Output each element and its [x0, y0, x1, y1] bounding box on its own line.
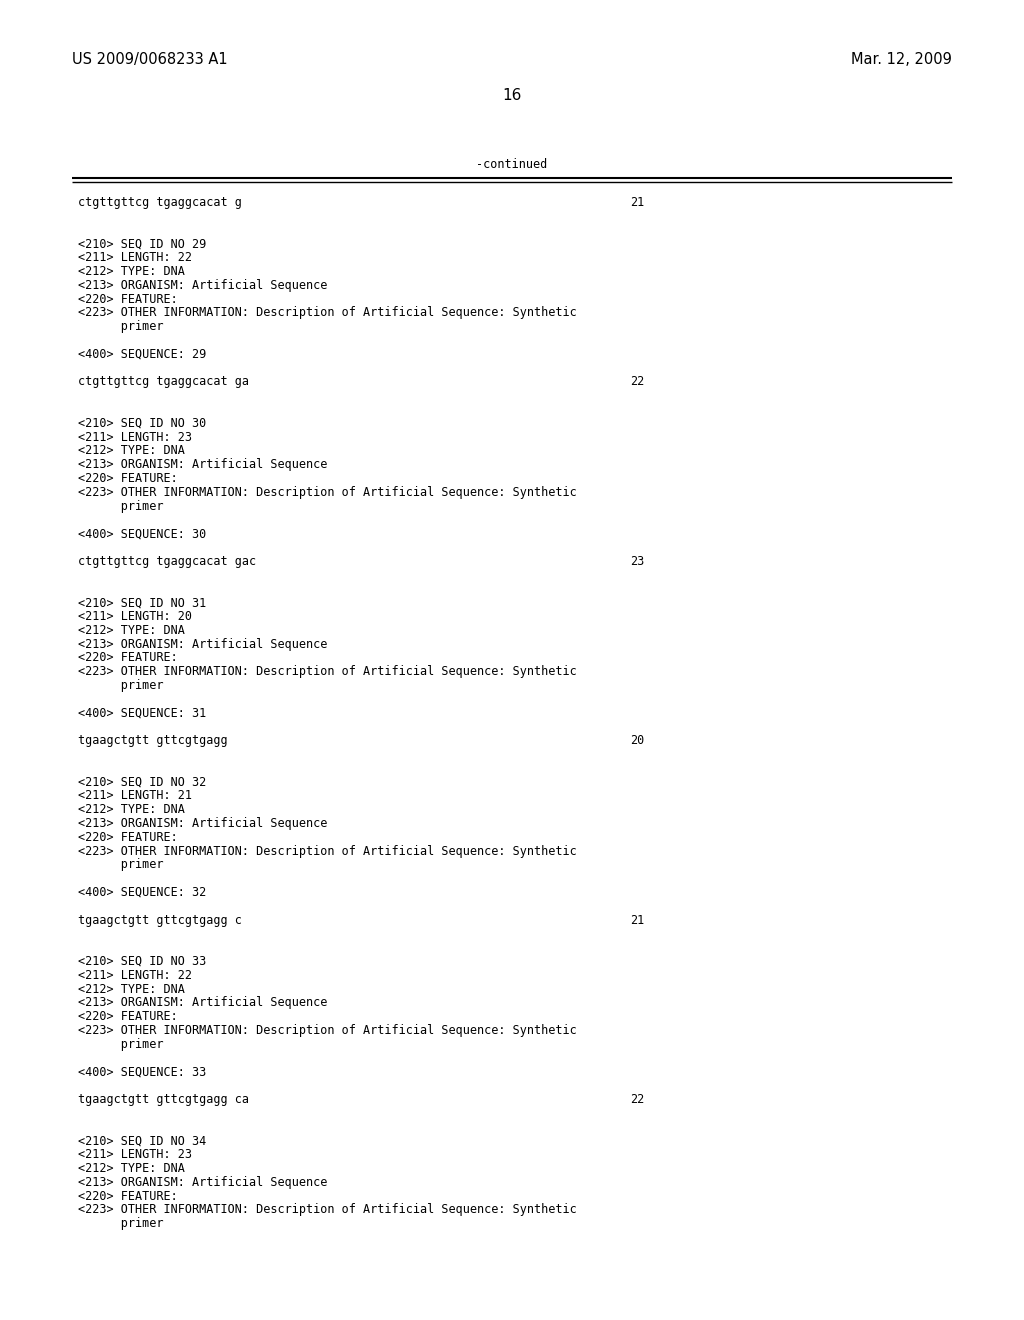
Text: <212> TYPE: DNA: <212> TYPE: DNA	[78, 803, 185, 816]
Text: <400> SEQUENCE: 30: <400> SEQUENCE: 30	[78, 527, 206, 540]
Text: Mar. 12, 2009: Mar. 12, 2009	[851, 51, 952, 67]
Text: <210> SEQ ID NO 32: <210> SEQ ID NO 32	[78, 776, 206, 788]
Text: <213> ORGANISM: Artificial Sequence: <213> ORGANISM: Artificial Sequence	[78, 279, 328, 292]
Text: ctgttgttcg tgaggcacat g: ctgttgttcg tgaggcacat g	[78, 195, 242, 209]
Text: <211> LENGTH: 23: <211> LENGTH: 23	[78, 1148, 193, 1162]
Text: 21: 21	[630, 195, 644, 209]
Text: <223> OTHER INFORMATION: Description of Artificial Sequence: Synthetic: <223> OTHER INFORMATION: Description of …	[78, 486, 577, 499]
Text: <213> ORGANISM: Artificial Sequence: <213> ORGANISM: Artificial Sequence	[78, 817, 328, 830]
Text: <211> LENGTH: 22: <211> LENGTH: 22	[78, 969, 193, 982]
Text: 23: 23	[630, 554, 644, 568]
Text: <220> FEATURE:: <220> FEATURE:	[78, 830, 178, 843]
Text: <220> FEATURE:: <220> FEATURE:	[78, 473, 178, 484]
Text: ctgttgttcg tgaggcacat gac: ctgttgttcg tgaggcacat gac	[78, 554, 256, 568]
Text: <210> SEQ ID NO 29: <210> SEQ ID NO 29	[78, 238, 206, 251]
Text: <213> ORGANISM: Artificial Sequence: <213> ORGANISM: Artificial Sequence	[78, 1176, 328, 1189]
Text: <400> SEQUENCE: 33: <400> SEQUENCE: 33	[78, 1065, 206, 1078]
Text: primer: primer	[78, 858, 164, 871]
Text: <213> ORGANISM: Artificial Sequence: <213> ORGANISM: Artificial Sequence	[78, 997, 328, 1010]
Text: <400> SEQUENCE: 32: <400> SEQUENCE: 32	[78, 886, 206, 899]
Text: <212> TYPE: DNA: <212> TYPE: DNA	[78, 265, 185, 279]
Text: -continued: -continued	[476, 158, 548, 172]
Text: US 2009/0068233 A1: US 2009/0068233 A1	[72, 51, 227, 67]
Text: primer: primer	[78, 1038, 164, 1051]
Text: <400> SEQUENCE: 31: <400> SEQUENCE: 31	[78, 706, 206, 719]
Text: tgaagctgtt gttcgtgagg c: tgaagctgtt gttcgtgagg c	[78, 913, 242, 927]
Text: 20: 20	[630, 734, 644, 747]
Text: tgaagctgtt gttcgtgagg ca: tgaagctgtt gttcgtgagg ca	[78, 1093, 249, 1106]
Text: <220> FEATURE:: <220> FEATURE:	[78, 1189, 178, 1203]
Text: primer: primer	[78, 499, 164, 512]
Text: <212> TYPE: DNA: <212> TYPE: DNA	[78, 445, 185, 458]
Text: primer: primer	[78, 678, 164, 692]
Text: tgaagctgtt gttcgtgagg: tgaagctgtt gttcgtgagg	[78, 734, 227, 747]
Text: <223> OTHER INFORMATION: Description of Artificial Sequence: Synthetic: <223> OTHER INFORMATION: Description of …	[78, 306, 577, 319]
Text: primer: primer	[78, 1217, 164, 1230]
Text: ctgttgttcg tgaggcacat ga: ctgttgttcg tgaggcacat ga	[78, 375, 249, 388]
Text: <220> FEATURE:: <220> FEATURE:	[78, 651, 178, 664]
Text: <223> OTHER INFORMATION: Description of Artificial Sequence: Synthetic: <223> OTHER INFORMATION: Description of …	[78, 1204, 577, 1217]
Text: <220> FEATURE:: <220> FEATURE:	[78, 293, 178, 306]
Text: <213> ORGANISM: Artificial Sequence: <213> ORGANISM: Artificial Sequence	[78, 458, 328, 471]
Text: <210> SEQ ID NO 33: <210> SEQ ID NO 33	[78, 954, 206, 968]
Text: <400> SEQUENCE: 29: <400> SEQUENCE: 29	[78, 347, 206, 360]
Text: <211> LENGTH: 20: <211> LENGTH: 20	[78, 610, 193, 623]
Text: 21: 21	[630, 913, 644, 927]
Text: <210> SEQ ID NO 30: <210> SEQ ID NO 30	[78, 417, 206, 430]
Text: <211> LENGTH: 23: <211> LENGTH: 23	[78, 430, 193, 444]
Text: 22: 22	[630, 1093, 644, 1106]
Text: <223> OTHER INFORMATION: Description of Artificial Sequence: Synthetic: <223> OTHER INFORMATION: Description of …	[78, 845, 577, 858]
Text: primer: primer	[78, 321, 164, 333]
Text: <211> LENGTH: 22: <211> LENGTH: 22	[78, 251, 193, 264]
Text: <212> TYPE: DNA: <212> TYPE: DNA	[78, 624, 185, 636]
Text: <210> SEQ ID NO 31: <210> SEQ ID NO 31	[78, 597, 206, 610]
Text: <212> TYPE: DNA: <212> TYPE: DNA	[78, 1162, 185, 1175]
Text: 22: 22	[630, 375, 644, 388]
Text: <220> FEATURE:: <220> FEATURE:	[78, 1010, 178, 1023]
Text: <223> OTHER INFORMATION: Description of Artificial Sequence: Synthetic: <223> OTHER INFORMATION: Description of …	[78, 665, 577, 678]
Text: <211> LENGTH: 21: <211> LENGTH: 21	[78, 789, 193, 803]
Text: <213> ORGANISM: Artificial Sequence: <213> ORGANISM: Artificial Sequence	[78, 638, 328, 651]
Text: <210> SEQ ID NO 34: <210> SEQ ID NO 34	[78, 1134, 206, 1147]
Text: <212> TYPE: DNA: <212> TYPE: DNA	[78, 982, 185, 995]
Text: 16: 16	[503, 88, 521, 103]
Text: <223> OTHER INFORMATION: Description of Artificial Sequence: Synthetic: <223> OTHER INFORMATION: Description of …	[78, 1024, 577, 1038]
